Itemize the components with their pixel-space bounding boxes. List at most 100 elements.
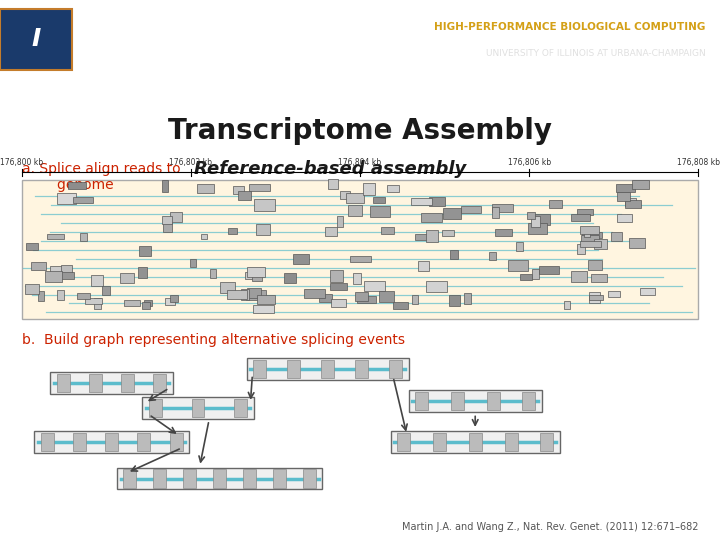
Bar xyxy=(462,206,481,213)
Bar xyxy=(197,184,215,193)
Bar xyxy=(492,207,500,219)
Bar xyxy=(412,295,418,304)
Bar xyxy=(319,294,332,302)
Bar xyxy=(426,230,438,242)
Bar xyxy=(355,292,368,301)
Bar xyxy=(165,299,175,305)
Bar xyxy=(57,374,70,392)
Bar xyxy=(24,284,39,294)
Bar xyxy=(589,292,600,303)
Text: 176,804 kb: 176,804 kb xyxy=(338,158,382,167)
Bar xyxy=(340,191,350,199)
Bar xyxy=(442,230,454,236)
Bar xyxy=(328,179,338,189)
Bar xyxy=(138,267,147,278)
Text: UNIVERSITY OF ILLINOIS AT URBANA-CHAMPAIGN: UNIVERSITY OF ILLINOIS AT URBANA-CHAMPAI… xyxy=(486,49,706,58)
Bar xyxy=(61,265,72,275)
Bar xyxy=(469,433,482,451)
Bar xyxy=(532,269,539,279)
Bar xyxy=(162,217,171,224)
Bar xyxy=(246,291,266,300)
Bar xyxy=(325,227,337,236)
Bar xyxy=(77,293,90,299)
Bar xyxy=(94,298,101,309)
Bar xyxy=(531,216,540,227)
Bar xyxy=(273,469,286,488)
Text: 176,806 kb: 176,806 kb xyxy=(508,158,551,167)
Bar xyxy=(73,433,86,451)
Bar xyxy=(253,305,274,313)
Bar xyxy=(26,242,38,249)
Bar xyxy=(581,235,599,246)
Bar xyxy=(616,214,632,222)
Bar xyxy=(487,392,500,410)
Bar xyxy=(227,290,247,299)
Bar xyxy=(364,281,385,291)
Bar xyxy=(54,272,74,279)
Bar xyxy=(220,282,235,293)
Bar xyxy=(124,469,136,488)
Bar xyxy=(22,180,698,319)
Bar xyxy=(629,238,644,248)
Bar xyxy=(45,271,62,282)
Bar xyxy=(238,191,251,200)
Text: Transcriptome Assembly: Transcriptome Assembly xyxy=(168,117,552,145)
FancyBboxPatch shape xyxy=(0,9,72,70)
Text: 176,800 kb: 176,800 kb xyxy=(0,158,43,167)
Bar xyxy=(81,233,87,241)
Bar xyxy=(492,204,513,212)
Bar xyxy=(594,239,608,249)
Bar xyxy=(142,302,150,309)
Bar xyxy=(247,288,261,299)
Bar xyxy=(330,282,347,290)
Bar xyxy=(246,359,409,380)
Text: 176,808 kb: 176,808 kb xyxy=(677,158,720,167)
Bar xyxy=(304,289,325,298)
Bar xyxy=(337,216,343,227)
Text: 176,802 kb: 176,802 kb xyxy=(169,158,212,167)
Bar xyxy=(57,290,65,300)
Bar xyxy=(252,269,261,281)
Bar xyxy=(489,252,496,260)
Bar xyxy=(256,224,270,235)
Bar xyxy=(120,273,134,283)
Bar xyxy=(369,206,390,217)
Bar xyxy=(505,433,518,451)
Bar xyxy=(540,433,554,451)
Bar xyxy=(330,270,343,282)
Bar xyxy=(253,199,274,211)
Bar xyxy=(170,433,183,451)
Bar xyxy=(523,392,536,410)
Bar xyxy=(144,300,152,306)
Bar xyxy=(35,431,189,453)
Bar xyxy=(591,274,608,282)
Bar xyxy=(163,222,172,232)
Bar xyxy=(245,273,259,279)
Bar xyxy=(526,213,535,219)
Bar xyxy=(183,469,196,488)
Bar xyxy=(415,234,435,240)
Bar xyxy=(632,180,649,189)
Bar xyxy=(153,469,166,488)
Bar xyxy=(102,286,109,295)
Bar xyxy=(37,292,44,301)
Bar xyxy=(31,262,46,270)
Bar xyxy=(528,224,547,234)
Bar xyxy=(617,192,630,201)
Bar xyxy=(625,198,636,206)
Bar xyxy=(588,260,602,271)
Bar xyxy=(124,300,140,306)
Bar xyxy=(91,275,103,286)
Bar xyxy=(153,374,166,392)
Bar xyxy=(190,259,197,267)
Bar xyxy=(162,180,168,192)
Bar xyxy=(140,246,150,255)
Bar xyxy=(608,291,619,297)
Bar xyxy=(170,295,179,302)
Text: HIGH-PERFORMANCE BIOLOGICAL COMPUTING: HIGH-PERFORMANCE BIOLOGICAL COMPUTING xyxy=(434,22,706,32)
Bar xyxy=(590,295,603,300)
Bar xyxy=(421,213,442,222)
Bar xyxy=(616,184,634,192)
Bar xyxy=(348,205,361,216)
Bar xyxy=(253,360,266,379)
